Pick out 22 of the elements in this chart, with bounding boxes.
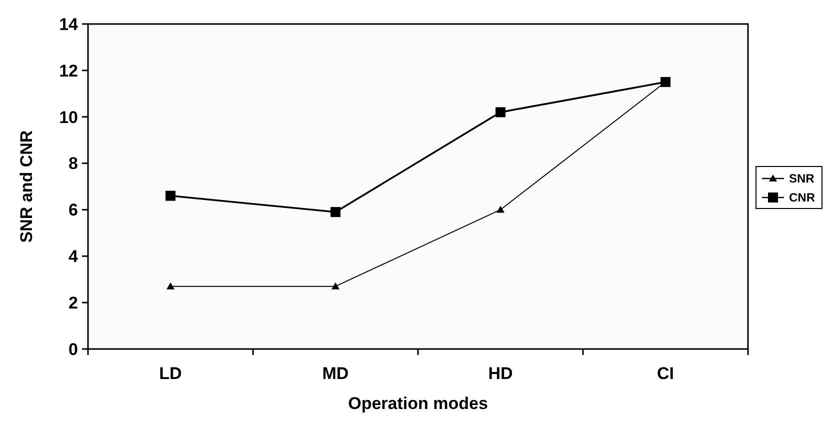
y-tick-label: 12	[59, 61, 78, 80]
point	[496, 206, 504, 213]
point	[496, 107, 506, 118]
point	[166, 282, 174, 290]
x-tick-label: LD	[159, 364, 182, 383]
point	[330, 207, 340, 218]
legend-label: CNR	[789, 190, 816, 205]
y-tick-label: 14	[59, 14, 79, 34]
y-tick-label: 0	[68, 340, 78, 359]
point	[332, 282, 340, 290]
x-tick-label: CI	[657, 364, 674, 383]
y-axis-title: SNR and CNR	[17, 130, 36, 243]
x-tick-label: MD	[322, 364, 349, 383]
x-axis-title: Operation modes	[348, 394, 488, 413]
y-tick-label: 2	[68, 294, 78, 313]
y-tick-label: 8	[68, 154, 78, 174]
x-tick-label: HD	[488, 364, 513, 383]
legend-label: SNR	[789, 172, 815, 186]
y-tick-label: 4	[68, 247, 79, 266]
y-tick-label: 10	[59, 108, 78, 127]
point	[166, 190, 176, 201]
y-tick-label: 6	[68, 200, 78, 220]
